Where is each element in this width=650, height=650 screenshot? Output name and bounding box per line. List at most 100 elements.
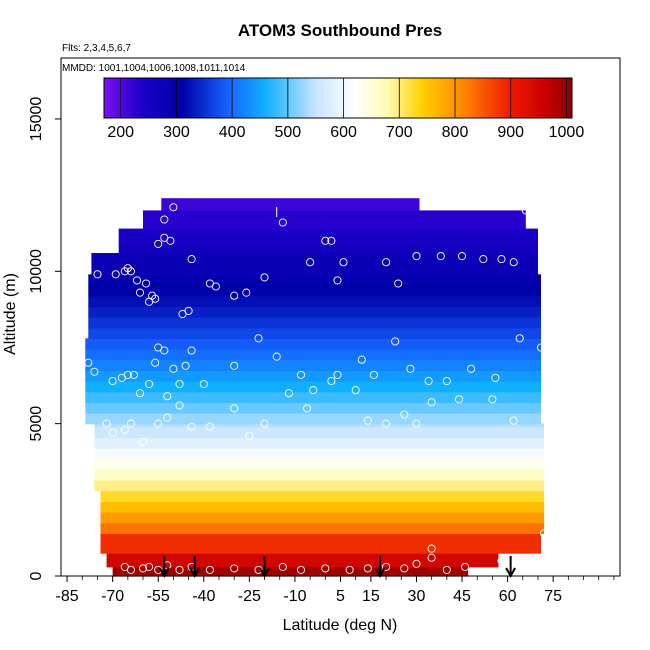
y-tick-label: 0 xyxy=(28,571,45,580)
observation-point xyxy=(135,389,145,398)
x-tick-label: -10 xyxy=(283,588,306,605)
observation-point xyxy=(160,215,169,224)
observation-point xyxy=(497,556,506,565)
observation-point xyxy=(457,252,467,261)
y-tick-label: 5000 xyxy=(28,406,45,442)
observation-point xyxy=(205,565,214,574)
curtain-cell xyxy=(85,370,542,382)
observation-point xyxy=(436,252,445,261)
observation-point xyxy=(175,401,184,410)
observation-point xyxy=(154,239,163,248)
colorbar-tick-label: 800 xyxy=(442,124,469,141)
x-tick-label: 30 xyxy=(408,588,426,605)
curtain-cell xyxy=(85,413,542,425)
observation-point xyxy=(382,258,391,267)
observation-point xyxy=(382,419,391,428)
observation-point xyxy=(126,565,135,574)
observation-point xyxy=(90,367,99,376)
observation-point xyxy=(230,361,239,370)
observation-point xyxy=(187,422,196,431)
observation-point xyxy=(321,236,330,245)
x-tick-label: 60 xyxy=(499,588,517,605)
observation-point xyxy=(169,203,178,212)
observation-point xyxy=(151,358,160,367)
observation-point xyxy=(181,361,190,370)
curtain-cell xyxy=(94,480,545,492)
observation-point xyxy=(151,294,160,303)
observation-point xyxy=(442,376,451,386)
observation-point xyxy=(230,404,239,413)
curtain-cell xyxy=(85,338,542,350)
observation-point xyxy=(108,428,117,437)
observation-point xyxy=(93,270,102,279)
observation-point xyxy=(369,370,378,379)
observation-point xyxy=(412,559,421,568)
observation-point xyxy=(278,218,287,227)
observation-point xyxy=(111,270,120,279)
observation-point xyxy=(394,279,403,288)
x-axis: -85 -70 -55 -40 -25 -10 5 15 30 45 60 75 xyxy=(56,576,615,605)
observation-point xyxy=(424,376,433,386)
curtain-cell xyxy=(118,228,538,233)
observation-point xyxy=(245,431,254,440)
observation-point xyxy=(491,373,500,382)
colorbar-tick-label: 700 xyxy=(386,124,413,141)
curtain-cell xyxy=(100,522,545,534)
observation-points xyxy=(84,203,549,574)
observation-point xyxy=(333,370,342,379)
observation-point xyxy=(327,376,336,386)
observation-point xyxy=(479,255,488,264)
curtain-cell xyxy=(112,566,469,577)
colorbar-tick-label: 500 xyxy=(275,124,302,141)
observation-point xyxy=(382,562,391,571)
curtain-cell xyxy=(88,285,542,297)
observation-point xyxy=(129,370,138,379)
observation-point xyxy=(102,419,111,428)
colorbar-gradient xyxy=(103,77,573,119)
observation-point xyxy=(230,291,239,300)
x-axis-label: Latitude (deg N) xyxy=(283,617,398,634)
x-tick-label: -70 xyxy=(101,588,124,605)
observation-point xyxy=(427,553,436,562)
observation-point xyxy=(123,264,132,273)
observation-point xyxy=(427,398,436,407)
observation-point xyxy=(454,395,464,404)
observation-point xyxy=(536,343,546,352)
curtain-cell xyxy=(85,359,542,371)
observation-point xyxy=(539,529,549,538)
x-tick-label: -55 xyxy=(147,588,170,605)
y-axis-label: Altitude (m) xyxy=(2,273,19,355)
observation-point xyxy=(126,267,135,276)
observation-point xyxy=(154,419,163,428)
observation-point xyxy=(306,258,315,267)
observation-point xyxy=(163,392,172,401)
observation-point xyxy=(205,422,214,431)
observation-point xyxy=(120,425,129,434)
colorbar-tick-label: 900 xyxy=(497,124,524,141)
observation-point xyxy=(400,410,409,419)
curtain-cell xyxy=(94,448,545,460)
observation-point xyxy=(309,386,318,395)
observation-point xyxy=(357,355,366,364)
observation-point xyxy=(148,291,157,300)
observation-point xyxy=(467,364,476,373)
observation-point xyxy=(126,419,135,428)
observation-point xyxy=(199,379,208,389)
observation-point xyxy=(327,236,336,245)
observation-point xyxy=(345,565,354,574)
observation-point xyxy=(363,564,372,573)
observation-point xyxy=(175,379,184,389)
observation-point xyxy=(138,437,148,446)
observation-point xyxy=(363,416,372,425)
curtain-cell xyxy=(91,253,539,275)
curtain-cell xyxy=(85,402,542,414)
curtain-cell xyxy=(94,437,545,449)
curtain-cell xyxy=(94,426,545,438)
observation-point xyxy=(254,334,263,343)
colorbar-tick-label: 600 xyxy=(330,124,357,141)
curtain-cell xyxy=(118,242,538,254)
curtain-cell xyxy=(94,423,545,428)
observation-point xyxy=(278,562,287,571)
curtain-cell xyxy=(88,317,542,329)
